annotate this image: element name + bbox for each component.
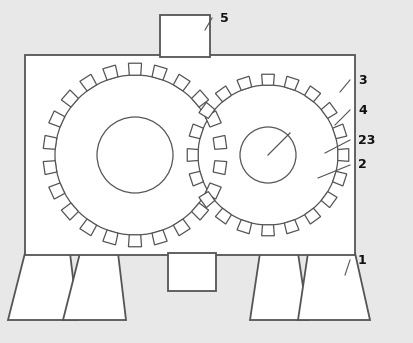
Polygon shape [215,208,231,224]
Polygon shape [304,208,320,224]
Polygon shape [337,149,348,161]
Polygon shape [80,74,96,91]
Polygon shape [199,103,214,118]
Polygon shape [261,225,274,236]
Circle shape [240,127,295,183]
Polygon shape [213,161,226,175]
Polygon shape [320,103,336,118]
Polygon shape [284,220,298,234]
Polygon shape [49,111,64,127]
Polygon shape [102,65,118,80]
Bar [168,253,216,291]
Polygon shape [191,90,208,107]
Polygon shape [102,230,118,245]
Polygon shape [191,203,208,220]
Polygon shape [332,124,346,139]
Polygon shape [128,235,141,247]
Text: 5: 5 [219,12,228,24]
Text: 4: 4 [357,104,366,117]
Polygon shape [297,253,369,320]
Bar [159,15,209,57]
Polygon shape [63,253,126,320]
Polygon shape [332,172,346,186]
Polygon shape [128,63,141,75]
Polygon shape [249,253,307,320]
Polygon shape [173,74,190,91]
Text: 1: 1 [357,253,366,267]
Polygon shape [261,74,274,85]
Polygon shape [152,230,167,245]
Circle shape [97,117,173,193]
Polygon shape [173,219,190,236]
Text: 2: 2 [357,158,366,172]
Polygon shape [43,135,57,149]
Polygon shape [205,111,221,127]
Circle shape [55,75,214,235]
Polygon shape [199,192,214,208]
Circle shape [197,85,337,225]
Text: 23: 23 [357,133,375,146]
Polygon shape [236,76,251,90]
Text: 3: 3 [357,73,366,86]
Polygon shape [189,124,203,139]
Polygon shape [215,86,231,102]
Bar [25,55,354,255]
Polygon shape [61,90,78,107]
Polygon shape [205,183,221,199]
Polygon shape [152,65,167,80]
Polygon shape [8,253,78,320]
Polygon shape [304,86,320,102]
Polygon shape [320,192,336,208]
Polygon shape [189,172,203,186]
Polygon shape [80,219,96,236]
Polygon shape [284,76,298,90]
Polygon shape [236,220,251,234]
Polygon shape [43,161,57,175]
Polygon shape [213,135,226,149]
Polygon shape [187,149,198,161]
Polygon shape [61,203,78,220]
Polygon shape [49,183,64,199]
